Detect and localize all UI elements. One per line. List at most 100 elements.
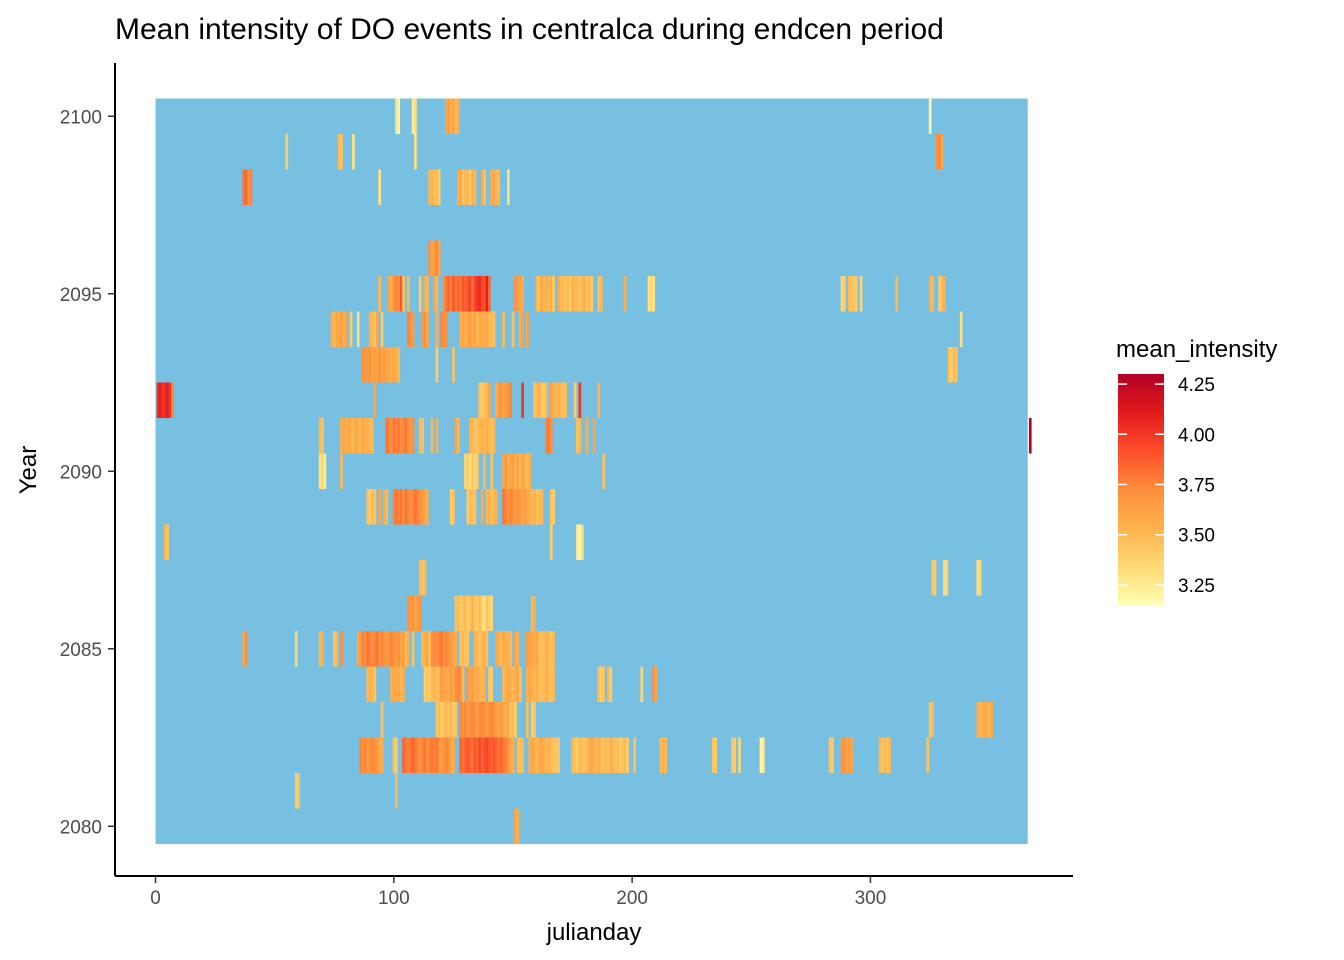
heatmap-cell — [461, 631, 465, 667]
heatmap-cell — [366, 418, 370, 454]
heatmap-cell — [495, 737, 498, 774]
heatmap-cell — [711, 737, 715, 774]
heatmap-cell — [452, 98, 455, 135]
heatmap-cell — [385, 489, 389, 525]
heatmap-cell — [480, 702, 484, 738]
heatmap-cell — [885, 737, 889, 774]
heatmap-cell — [473, 311, 477, 348]
heatmap-row — [361, 347, 958, 383]
heatmap-cell — [552, 631, 555, 667]
heatmap-cell — [423, 560, 427, 596]
heatmap-cell — [418, 595, 422, 632]
heatmap-cell — [297, 773, 300, 809]
heatmap-cell — [521, 382, 524, 419]
heatmap-cell — [411, 595, 415, 632]
heatmap-cell — [437, 240, 441, 277]
heatmap-cell — [433, 737, 436, 774]
y-tick-label: 2080 — [60, 817, 102, 838]
heatmap-cell — [578, 737, 582, 774]
heatmap-cell — [442, 737, 446, 774]
heatmap-cell — [495, 631, 498, 667]
heatmap-cell — [375, 311, 379, 348]
x-tick-label: 200 — [616, 888, 648, 909]
axes: 0 100 200 300 2080 2085 2090 2095 2100 — [60, 63, 1073, 909]
heatmap-cell — [578, 418, 582, 454]
heatmap-cell — [156, 382, 160, 419]
heatmap-cell — [468, 737, 472, 774]
heatmap-cell — [537, 666, 541, 703]
heatmap-cell — [955, 347, 958, 383]
heatmap-cell — [452, 737, 455, 774]
heatmap-cell — [352, 418, 355, 454]
heatmap-cell — [466, 737, 470, 774]
heatmap-cell — [433, 169, 436, 206]
heatmap-cell — [471, 276, 474, 312]
heatmap-cell — [385, 347, 389, 383]
heatmap-cell — [504, 453, 508, 490]
heatmap-cell — [535, 666, 539, 703]
heatmap-cell — [540, 737, 544, 774]
legend-tick-label: 4.25 — [1178, 375, 1215, 396]
heatmap-cell — [476, 595, 479, 632]
heatmap-cell — [933, 560, 937, 596]
heatmap-cell — [395, 418, 398, 454]
heatmap-cell — [557, 737, 560, 774]
heatmap-cell — [516, 631, 520, 667]
heatmap-cell — [540, 382, 544, 419]
heatmap-cell — [395, 737, 398, 774]
heatmap-cell — [490, 453, 494, 490]
heatmap-cell — [492, 418, 496, 454]
heatmap-cell — [378, 169, 382, 206]
heatmap-cell — [468, 418, 472, 454]
heatmap-cell — [430, 240, 434, 277]
heatmap-cell — [390, 347, 393, 383]
heatmap-cell — [664, 737, 667, 774]
heatmap-cell — [373, 737, 377, 774]
heatmap-cell — [561, 382, 565, 419]
heatmap-cell — [399, 418, 403, 454]
heatmap-cell — [530, 737, 534, 774]
y-tick-label: 2095 — [60, 285, 102, 306]
heatmap-cell — [411, 631, 415, 667]
heatmap-cell — [449, 702, 453, 738]
heatmap-cell — [514, 808, 517, 845]
heatmap-cell — [359, 631, 362, 667]
heatmap-row — [294, 773, 398, 809]
heatmap-cell — [371, 347, 374, 383]
heatmap-cell — [487, 311, 491, 348]
heatmap-cell — [478, 595, 482, 632]
heatmap-cell — [423, 276, 427, 312]
heatmap-cell — [340, 134, 343, 170]
legend-tick-label: 3.50 — [1178, 526, 1215, 547]
heatmap-cell — [607, 666, 610, 703]
heatmap-cell — [387, 347, 391, 383]
legend-colorbar — [1118, 374, 1164, 605]
heatmap-cell — [476, 276, 479, 312]
heatmap-cell — [440, 702, 443, 738]
heatmap-cell — [440, 737, 443, 774]
heatmap-cell — [859, 276, 863, 312]
heatmap-cell — [535, 631, 539, 667]
heatmap-cell — [542, 737, 546, 774]
heatmap-cell — [416, 595, 420, 632]
heatmap-cell — [361, 418, 365, 454]
heatmap-cell — [421, 631, 424, 667]
heatmap-cell — [511, 489, 515, 525]
heatmap-cell — [502, 489, 505, 525]
heatmap-cell — [380, 737, 384, 774]
heatmap-cell — [533, 737, 536, 774]
heatmap-cell — [523, 489, 527, 525]
heatmap-cell — [585, 737, 589, 774]
heatmap-cell — [895, 276, 899, 312]
heatmap-cell — [480, 418, 484, 454]
heatmap-cell — [437, 702, 441, 738]
heatmap-row — [163, 524, 584, 561]
heatmap-cell — [461, 169, 465, 206]
heatmap-cell — [473, 169, 477, 206]
heatmap-cell — [340, 453, 343, 490]
heatmap-cell — [466, 169, 470, 206]
heatmap-cell — [640, 666, 644, 703]
heatmap-cell — [535, 737, 539, 774]
heatmap-cell — [409, 311, 412, 348]
y-tick-label: 2100 — [60, 107, 102, 128]
